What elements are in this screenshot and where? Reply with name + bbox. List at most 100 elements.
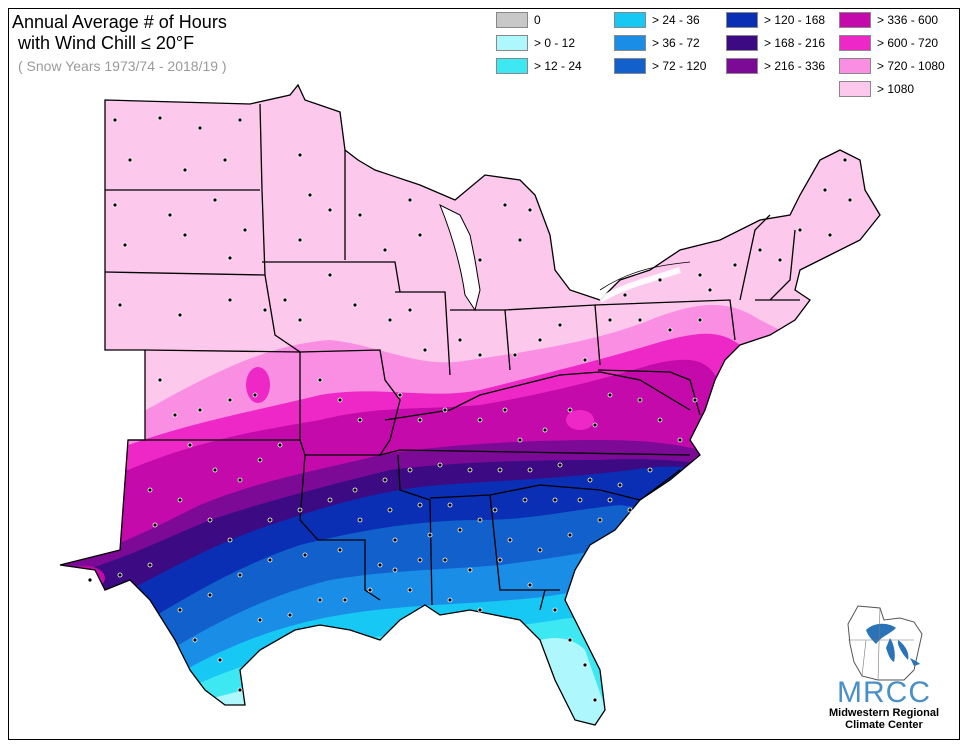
legend-label: 0 [534,13,541,27]
station-dot [637,397,643,403]
station-dot [497,467,503,473]
station-dot [342,597,348,603]
station-dot [297,152,303,158]
legend-item: > 1080 [839,80,914,98]
legend-item: > 336 - 600 [839,11,938,29]
station-dot [157,377,163,383]
station-dot [392,537,398,543]
station-dot [442,407,448,413]
station-dot [117,572,123,578]
station-dot [172,412,178,418]
station-dot [387,507,393,513]
legend-swatch [839,58,871,74]
mrcc-logo-subtitle-line-2: Climate Center [845,719,923,731]
legend-item: > 36 - 72 [614,34,700,52]
station-dot [607,392,613,398]
station-dot [557,462,563,468]
legend-label: > 600 - 720 [877,36,939,50]
station-dot [407,197,413,203]
station-dot [267,557,273,563]
station-dot [477,257,483,263]
station-dot [567,407,573,413]
station-dot [317,597,323,603]
station-dot [307,192,313,198]
mrcc-logo-subtitle-line-1: Midwestern Regional [828,707,940,719]
legend-swatch [726,35,758,51]
mrcc-logo-text: MRCC [837,676,931,709]
station-dot [282,297,288,303]
station-dot [212,197,218,203]
station-dot [567,637,573,643]
station-dot [122,242,128,248]
station-dot [237,477,243,483]
station-dot [822,187,828,193]
legend-swatch [839,35,871,51]
station-dot [457,527,463,533]
station-dot [477,517,483,523]
station-dot [797,227,803,233]
station-dot [212,467,218,473]
station-dot [502,407,508,413]
station-dot [217,657,223,663]
station-dot [207,592,213,598]
legend-item: > 216 - 336 [726,57,825,75]
station-dot [237,572,243,578]
station-dot [297,237,303,243]
station-dot [157,115,163,121]
station-dot [257,617,263,623]
station-dot [112,202,118,208]
station-dot [477,352,483,358]
station-dot [117,302,123,308]
station-dot [577,497,583,503]
station-dot [357,417,363,423]
station-dot [167,212,173,218]
station-dot [242,227,248,233]
station-dot [417,232,423,238]
station-dot [277,442,283,448]
station-dot [177,312,183,318]
station-dot [227,297,233,303]
station-dot [397,392,403,398]
station-markers [87,115,853,703]
legend-swatch [614,12,646,28]
station-dot [552,497,558,503]
station-dot [187,442,193,448]
mrcc-logo-subtitle: Midwestern Regional Climate Center [822,707,946,731]
legend-swatch [726,12,758,28]
station-dot [757,247,763,253]
station-dot [522,497,528,503]
legend-item: > 72 - 120 [614,57,706,75]
station-dot [327,497,333,503]
legend-item: 0 [496,11,541,29]
station-dot [302,552,308,558]
station-dot [582,357,588,363]
station-dot [467,467,473,473]
station-dot [707,287,713,293]
station-dot [457,337,463,343]
station-dot [357,517,363,523]
station-dot [377,562,383,568]
station-dot [267,517,273,523]
station-dot [317,377,323,383]
station-dot [382,477,388,483]
station-dot [252,392,258,398]
station-dot [417,557,423,563]
station-dot [227,255,233,261]
station-dot [407,307,413,313]
station-dot [582,662,588,668]
legend-label: > 72 - 120 [652,59,707,73]
station-dot [207,517,213,523]
station-dot [262,307,268,313]
legend-label: > 720 - 1080 [877,59,945,73]
station-dot [497,557,503,563]
legend-label: > 336 - 600 [877,13,939,27]
legend-item: > 120 - 168 [726,11,825,29]
station-dot [182,167,188,173]
station-dot [227,537,233,543]
legend-swatch [496,35,528,51]
station-dot [692,397,698,403]
station-dot [417,417,423,423]
legend-label: > 0 - 12 [534,36,576,50]
station-dot [382,247,388,253]
station-dot [502,202,508,208]
